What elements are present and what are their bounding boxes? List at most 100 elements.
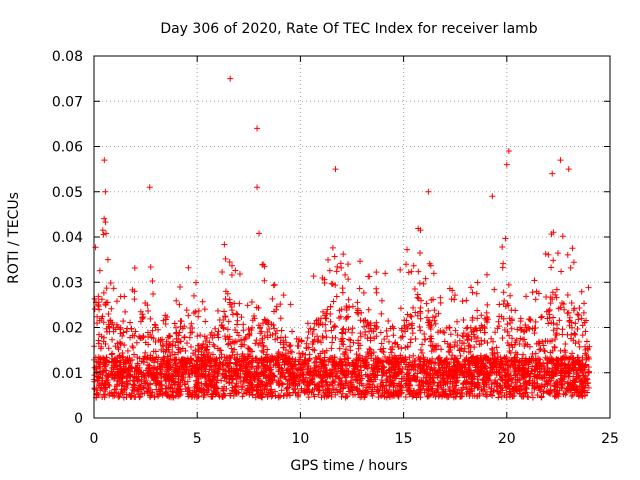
data-point [314, 338, 321, 345]
data-point [348, 377, 355, 384]
data-point [494, 349, 501, 356]
data-point [246, 332, 253, 339]
data-point [546, 314, 553, 321]
data-point [102, 219, 109, 226]
data-point [486, 359, 493, 366]
data-point [355, 307, 362, 314]
data-point [139, 314, 146, 321]
data-point [582, 328, 589, 335]
data-point [204, 391, 211, 398]
data-point [513, 387, 520, 394]
data-point [378, 340, 385, 347]
data-point [405, 269, 412, 276]
data-point [120, 387, 127, 394]
data-point [135, 384, 142, 391]
data-point [415, 268, 422, 275]
data-point [415, 362, 422, 369]
data-point [491, 380, 498, 387]
data-point [549, 347, 556, 354]
data-point [172, 381, 179, 388]
data-point [440, 328, 447, 335]
data-point [495, 318, 502, 325]
data-point [417, 308, 424, 315]
data-point [333, 268, 340, 275]
data-point [107, 317, 114, 324]
data-point [492, 329, 499, 336]
data-point [489, 352, 496, 359]
data-point [459, 332, 466, 339]
data-point [567, 335, 574, 342]
data-point [531, 277, 538, 284]
data-point [150, 371, 157, 378]
data-point [138, 376, 145, 383]
data-point [322, 321, 329, 328]
data-point [255, 375, 262, 382]
data-point [427, 338, 434, 345]
data-point [496, 390, 503, 397]
data-point [491, 387, 498, 394]
data-point [381, 393, 388, 400]
data-point [245, 325, 252, 332]
data-point [398, 345, 405, 352]
data-point [109, 393, 116, 400]
data-point [205, 375, 212, 382]
data-point [140, 332, 147, 339]
data-point [298, 337, 305, 344]
data-point [435, 310, 442, 317]
data-point [471, 383, 478, 390]
data-point [166, 349, 173, 356]
data-point [99, 369, 106, 376]
data-point [216, 347, 223, 354]
data-point [554, 321, 561, 328]
data-point [412, 376, 419, 383]
data-point [164, 392, 171, 399]
data-point [113, 383, 120, 390]
data-point [152, 324, 159, 331]
data-point [468, 336, 475, 343]
data-point [220, 325, 227, 332]
data-point [469, 392, 476, 399]
data-point [567, 264, 574, 271]
data-point [107, 280, 114, 287]
data-point [551, 386, 558, 393]
data-point [256, 340, 263, 347]
data-point [324, 382, 331, 389]
data-point [577, 361, 584, 368]
data-point [332, 365, 339, 372]
data-point [350, 339, 357, 346]
data-point [444, 359, 451, 366]
data-point [226, 258, 233, 265]
data-point [385, 338, 392, 345]
data-point [305, 394, 312, 401]
data-point [552, 331, 559, 338]
data-point [582, 361, 589, 368]
data-point [566, 364, 573, 371]
data-point [523, 324, 530, 331]
data-point [354, 374, 361, 381]
x-tick-label: 5 [193, 431, 202, 447]
data-point [574, 326, 581, 333]
data-point [226, 375, 233, 382]
data-point [289, 382, 296, 389]
data-point [501, 354, 508, 361]
outlier-point [332, 166, 339, 173]
data-point [210, 373, 217, 380]
data-point [357, 363, 364, 370]
data-point [481, 363, 488, 370]
data-point [437, 294, 444, 301]
data-point [160, 357, 167, 364]
data-point [221, 375, 228, 382]
data-point [167, 384, 174, 391]
data-point [371, 335, 378, 342]
data-point [318, 359, 325, 366]
data-point [194, 333, 201, 340]
data-point [117, 324, 124, 331]
data-point [131, 351, 138, 358]
data-point [580, 387, 587, 394]
data-point [560, 391, 567, 398]
data-point [322, 327, 329, 334]
data-point [100, 355, 107, 362]
data-point [98, 384, 105, 391]
data-point [261, 332, 268, 339]
data-point [218, 322, 225, 329]
